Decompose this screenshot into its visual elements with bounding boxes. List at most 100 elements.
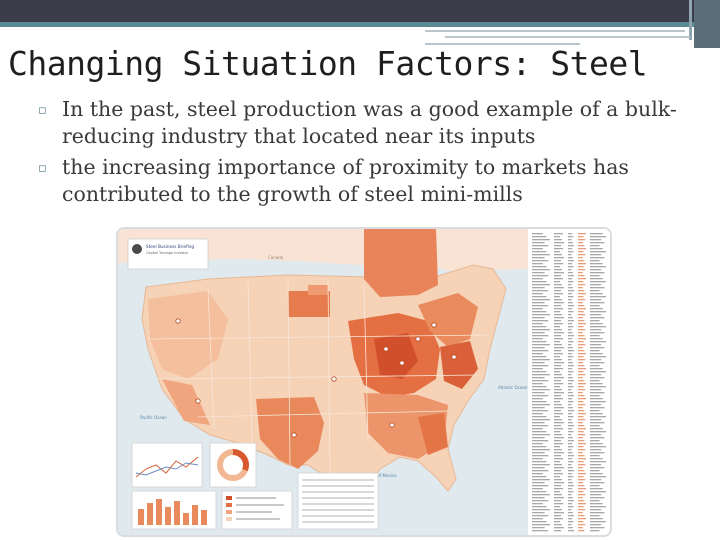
plant-list-cell (554, 305, 561, 307)
plant-list-cell (532, 434, 550, 436)
inset-legend-panel (221, 490, 293, 530)
plant-list-cell (532, 308, 543, 310)
plant-list-cell (554, 467, 564, 469)
plant-list-cell (532, 527, 545, 529)
plant-list-cell (578, 320, 585, 322)
plant-list-cell (554, 239, 562, 241)
plant-list-cell (568, 269, 572, 271)
region-carolinas (418, 413, 448, 455)
plant-list-cell (554, 473, 563, 475)
plant-list-cell (590, 482, 605, 484)
plant-list-cell (590, 371, 606, 373)
plant-list-cell (568, 338, 573, 340)
plant-list-cell (578, 281, 584, 283)
plant-list-cell (554, 341, 560, 343)
plant-list-cell (568, 458, 573, 460)
plant-list-cell (554, 317, 564, 319)
city-markers (175, 318, 457, 438)
plant-list-cell (554, 503, 563, 505)
plant-list-cell (568, 350, 574, 352)
plant-list-cell (532, 518, 543, 520)
plant-list-cell (590, 392, 605, 394)
plant-list-cell (554, 371, 560, 373)
bullet-marker: ▫ (38, 161, 47, 176)
plant-list-cell (554, 452, 564, 454)
plant-list-cell (590, 281, 606, 283)
plant-list-cell (554, 425, 561, 427)
plant-list-cell (568, 464, 572, 466)
plant-list-cell (554, 344, 562, 346)
plant-list-cell (590, 461, 606, 463)
plant-list-cell (532, 422, 545, 424)
plant-list-cell (590, 278, 603, 280)
inset-block-small (308, 285, 328, 295)
plant-list-cell (532, 332, 545, 334)
plant-list-cell (578, 317, 583, 319)
plant-list-cell (578, 395, 585, 397)
plant-list-cell (590, 413, 603, 415)
plant-list-cell (568, 272, 573, 274)
plant-list-cell (568, 452, 573, 454)
plant-list-cell (568, 326, 574, 328)
plant-list-cell (554, 251, 560, 253)
plant-list-cell (578, 260, 585, 262)
plant-list-cell (578, 434, 586, 436)
plant-list-cell (532, 395, 549, 397)
plant-list-cell (590, 269, 602, 271)
plant-list-cell (590, 527, 605, 529)
plant-list-cell (590, 440, 600, 442)
plant-list-rows (532, 233, 606, 532)
plant-list-cell (590, 341, 606, 343)
plant-list-cell (554, 485, 561, 487)
plant-list-cell (568, 365, 574, 367)
plant-list-cell (532, 428, 543, 430)
plant-list-cell (590, 380, 600, 382)
plant-list-cell (578, 416, 584, 418)
plant-list-cell (568, 431, 574, 433)
plant-list-cell (568, 329, 572, 331)
plant-list-cell (532, 314, 550, 316)
plant-list-cell (568, 290, 574, 292)
plant-list-cell (568, 359, 572, 361)
plant-list-cell (578, 452, 583, 454)
plant-list-cell (568, 323, 573, 325)
plant-list-cell (590, 290, 600, 292)
plant-list-cell (568, 485, 574, 487)
plant-list-cell (532, 416, 547, 418)
plant-list-cell (568, 374, 572, 376)
bullet-text: In the past, steel production was a good… (62, 97, 677, 148)
plant-list-cell (568, 392, 573, 394)
plant-list-cell (578, 347, 583, 349)
plant-list-cell (532, 257, 545, 259)
plant-list-cell (568, 278, 573, 280)
plant-list-cell (568, 242, 573, 244)
plant-list-cell (554, 260, 561, 262)
plant-list-cell (590, 368, 603, 370)
plant-list-cell (578, 461, 584, 463)
plant-list-cell (568, 407, 573, 409)
plant-list-cell (578, 473, 586, 475)
plant-list-cell (590, 446, 606, 448)
plant-list-cell (578, 527, 583, 529)
plant-list-cell (590, 485, 600, 487)
plant-list-cell (590, 233, 603, 235)
plant-list-cell (532, 269, 550, 271)
plant-list-cell (554, 287, 564, 289)
plant-list-cell (568, 428, 573, 430)
plant-list-cell (578, 356, 584, 358)
plant-list-cell (532, 443, 543, 445)
plant-list-cell (568, 470, 574, 472)
plant-list-cell (554, 476, 560, 478)
label-pacific: Pacific Ocean (140, 415, 167, 420)
plant-list-cell (532, 299, 550, 301)
plant-list-cell (554, 254, 562, 256)
plant-list-cell (532, 521, 547, 523)
plant-list-cell (578, 383, 586, 385)
plant-list-cell (590, 356, 606, 358)
plant-list-cell (578, 335, 585, 337)
plant-list-cell (532, 251, 547, 253)
plant-list-cell (568, 344, 572, 346)
plant-list-cell (578, 242, 583, 244)
plant-list-cell (568, 254, 572, 256)
plant-list-cell (590, 419, 602, 421)
